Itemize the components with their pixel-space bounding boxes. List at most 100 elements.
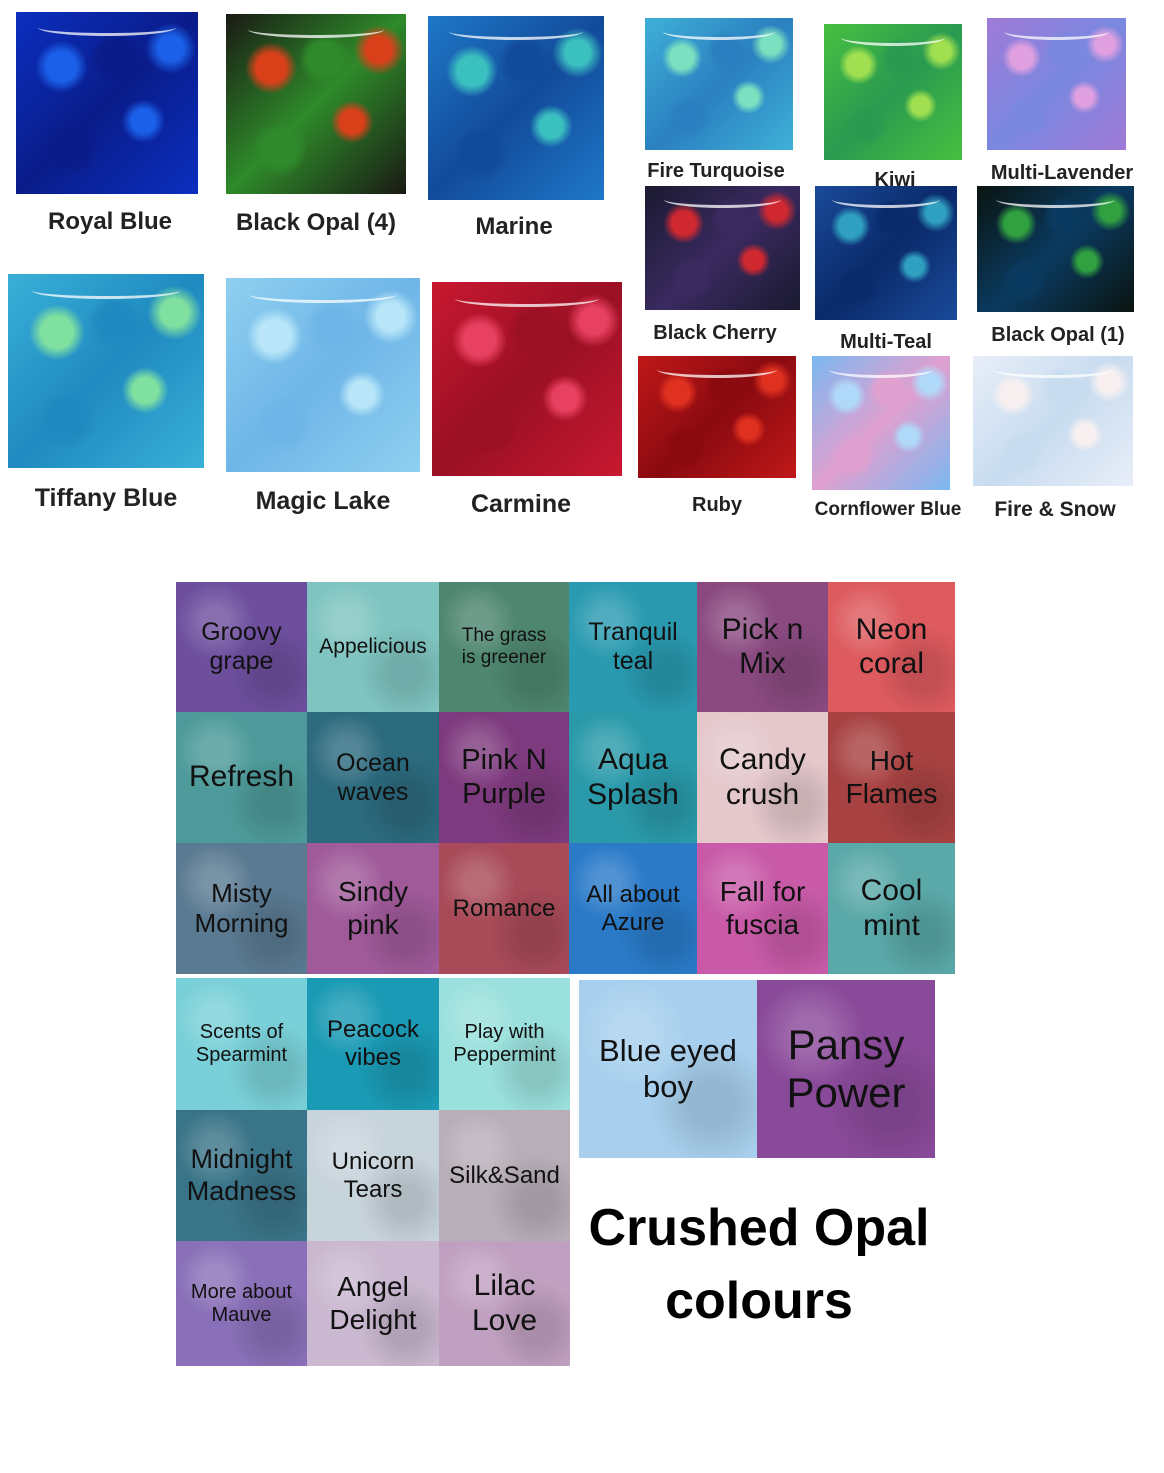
crushed-opal-label: Ocean waves [336, 748, 410, 806]
crushed-opal-label: Scents of Spearmint [195, 1021, 288, 1066]
crushed-opal-label: Hot Flames [845, 745, 938, 809]
crushed-opal-label: Groovy grape [201, 618, 282, 675]
opal-swatch-label: Ruby [692, 494, 742, 516]
crushed-opal-label: Unicorn Tears [331, 1147, 415, 1203]
crushed-opal-swatch: Play with Peppermint [439, 978, 570, 1110]
opal-swatch-label: Magic Lake [255, 487, 391, 515]
crushed-opal-swatch: Pink N Purple [439, 712, 569, 843]
crushed-opal-swatch: All about Azure [569, 843, 697, 974]
opal-swatch-label: Black Cherry [653, 322, 777, 344]
opal-swatch-image [645, 186, 800, 310]
opal-swatch-image [226, 278, 420, 472]
crushed-opal-label: Aqua Splash [587, 743, 679, 811]
crushed-opal-label: Fall for fuscia [719, 876, 806, 940]
opal-swatch-image [815, 186, 957, 320]
crushed-opal-swatch: Cool mint [828, 843, 955, 974]
glare-highlight [1003, 23, 1110, 41]
glare-highlight [995, 191, 1116, 209]
crushed-opal-title-line2: colours [665, 1272, 853, 1330]
crushed-opal-swatch: Hot Flames [828, 712, 955, 843]
opal-swatch-label: Fire Turquoise [647, 160, 785, 182]
crushed-opal-swatch: Tranquil teal [569, 582, 697, 712]
opal-swatch-label: Multi-Lavender [990, 162, 1134, 184]
opal-swatch-label: Tiffany Blue [34, 484, 178, 512]
opal-swatch-image [8, 274, 204, 468]
crushed-opal-label: Pick n Mix [721, 612, 804, 681]
glare-highlight [247, 21, 385, 39]
opal-swatch-image [226, 14, 406, 194]
crushed-opal-label: Neon coral [855, 612, 928, 681]
crushed-opal-label: Lilac Love [471, 1269, 538, 1337]
opal-swatch-label: Carmine [470, 490, 572, 518]
crushed-opal-label: Angel Delight [329, 1271, 417, 1335]
crushed-opal-swatch: Aqua Splash [569, 712, 697, 843]
opal-swatch-label: Royal Blue [47, 208, 173, 235]
crushed-opal-swatch: Midnight Madness [176, 1110, 307, 1241]
glare-highlight [992, 361, 1114, 379]
crushed-opal-swatch: Scents of Spearmint [176, 978, 307, 1110]
glare-highlight [828, 361, 934, 379]
opal-swatch-label: Multi-Teal [840, 331, 932, 353]
glare-highlight [656, 361, 778, 378]
crushed-opal-swatch: Pansy Power [757, 980, 935, 1158]
crushed-opal-swatch: Sindy pink [307, 843, 439, 974]
opal-swatch-label: Fire & Snow [994, 498, 1116, 521]
crushed-opal-label: Cool mint [860, 874, 923, 942]
opal-swatch-image [16, 12, 198, 194]
opal-swatch-label: Marine [475, 213, 553, 240]
crushed-opal-swatch: Lilac Love [439, 1241, 570, 1366]
glare-highlight [249, 286, 397, 303]
crushed-opal-label: All about Azure [586, 880, 680, 936]
crushed-opal-label: Sindy pink [337, 876, 409, 940]
crushed-opal-label: Peacock vibes [326, 1016, 420, 1071]
crushed-opal-swatch: Peacock vibes [307, 978, 439, 1110]
glare-highlight [663, 191, 782, 208]
opal-swatch-image [638, 356, 796, 478]
crushed-opal-swatch: Groovy grape [176, 582, 307, 712]
crushed-opal-swatch: Fall for fuscia [697, 843, 828, 974]
opal-swatch-image [645, 18, 793, 150]
crushed-opal-label: Play with Peppermint [453, 1021, 556, 1066]
crushed-opal-swatch: Candy crush [697, 712, 828, 843]
crushed-opal-swatch: Neon coral [828, 582, 955, 712]
glare-highlight [832, 191, 940, 209]
glare-highlight [662, 23, 776, 41]
crushed-opal-label: The grass is greener [461, 625, 547, 668]
opal-swatch-label: Cornflower Blue [814, 499, 962, 520]
opal-swatch-image [824, 24, 962, 160]
opal-swatch-image [987, 18, 1126, 150]
crushed-opal-label: More about Mauve [190, 1280, 293, 1326]
crushed-opal-title-line1: Crushed Opal [588, 1199, 930, 1257]
opal-swatch-image [973, 356, 1133, 486]
opal-swatch-label: Black Opal (1) [991, 324, 1125, 346]
crushed-opal-label: Appelicious [319, 634, 427, 658]
glare-highlight [37, 19, 177, 37]
crushed-opal-label: Blue eyed boy [599, 1033, 737, 1104]
opal-swatch-image [812, 356, 950, 490]
crushed-opal-label: Midnight Madness [186, 1144, 297, 1206]
crushed-opal-label: Candy crush [719, 743, 806, 811]
crushed-opal-swatch: Blue eyed boy [579, 980, 757, 1158]
crushed-opal-label: Pink N Purple [461, 744, 547, 810]
opal-swatch-image [432, 282, 622, 476]
crushed-opal-swatch: Refresh [176, 712, 307, 843]
crushed-opal-label: Romance [452, 894, 556, 922]
crushed-opal-swatch: More about Mauve [176, 1241, 307, 1366]
glare-highlight [840, 29, 946, 47]
crushed-opal-label: Silk&Sand [449, 1161, 560, 1189]
crushed-opal-swatch: Ocean waves [307, 712, 439, 843]
crushed-opal-label: Tranquil teal [588, 618, 678, 675]
opal-swatch-image [977, 186, 1134, 312]
crushed-opal-label: Refresh [188, 760, 295, 794]
glare-highlight [449, 23, 583, 41]
opal-swatch-label: Black Opal (4) [235, 209, 397, 236]
crushed-opal-swatch: Appelicious [307, 582, 439, 712]
glare-highlight [31, 282, 181, 299]
crushed-opal-swatch: Romance [439, 843, 569, 974]
opal-swatch-image [428, 16, 604, 200]
crushed-opal-swatch: Silk&Sand [439, 1110, 570, 1241]
crushed-opal-swatch: Misty Morning [176, 843, 307, 974]
crushed-opal-label: Pansy Power [786, 1020, 906, 1116]
crushed-opal-label: Misty Morning [194, 877, 289, 938]
crushed-opal-swatch: Unicorn Tears [307, 1110, 439, 1241]
